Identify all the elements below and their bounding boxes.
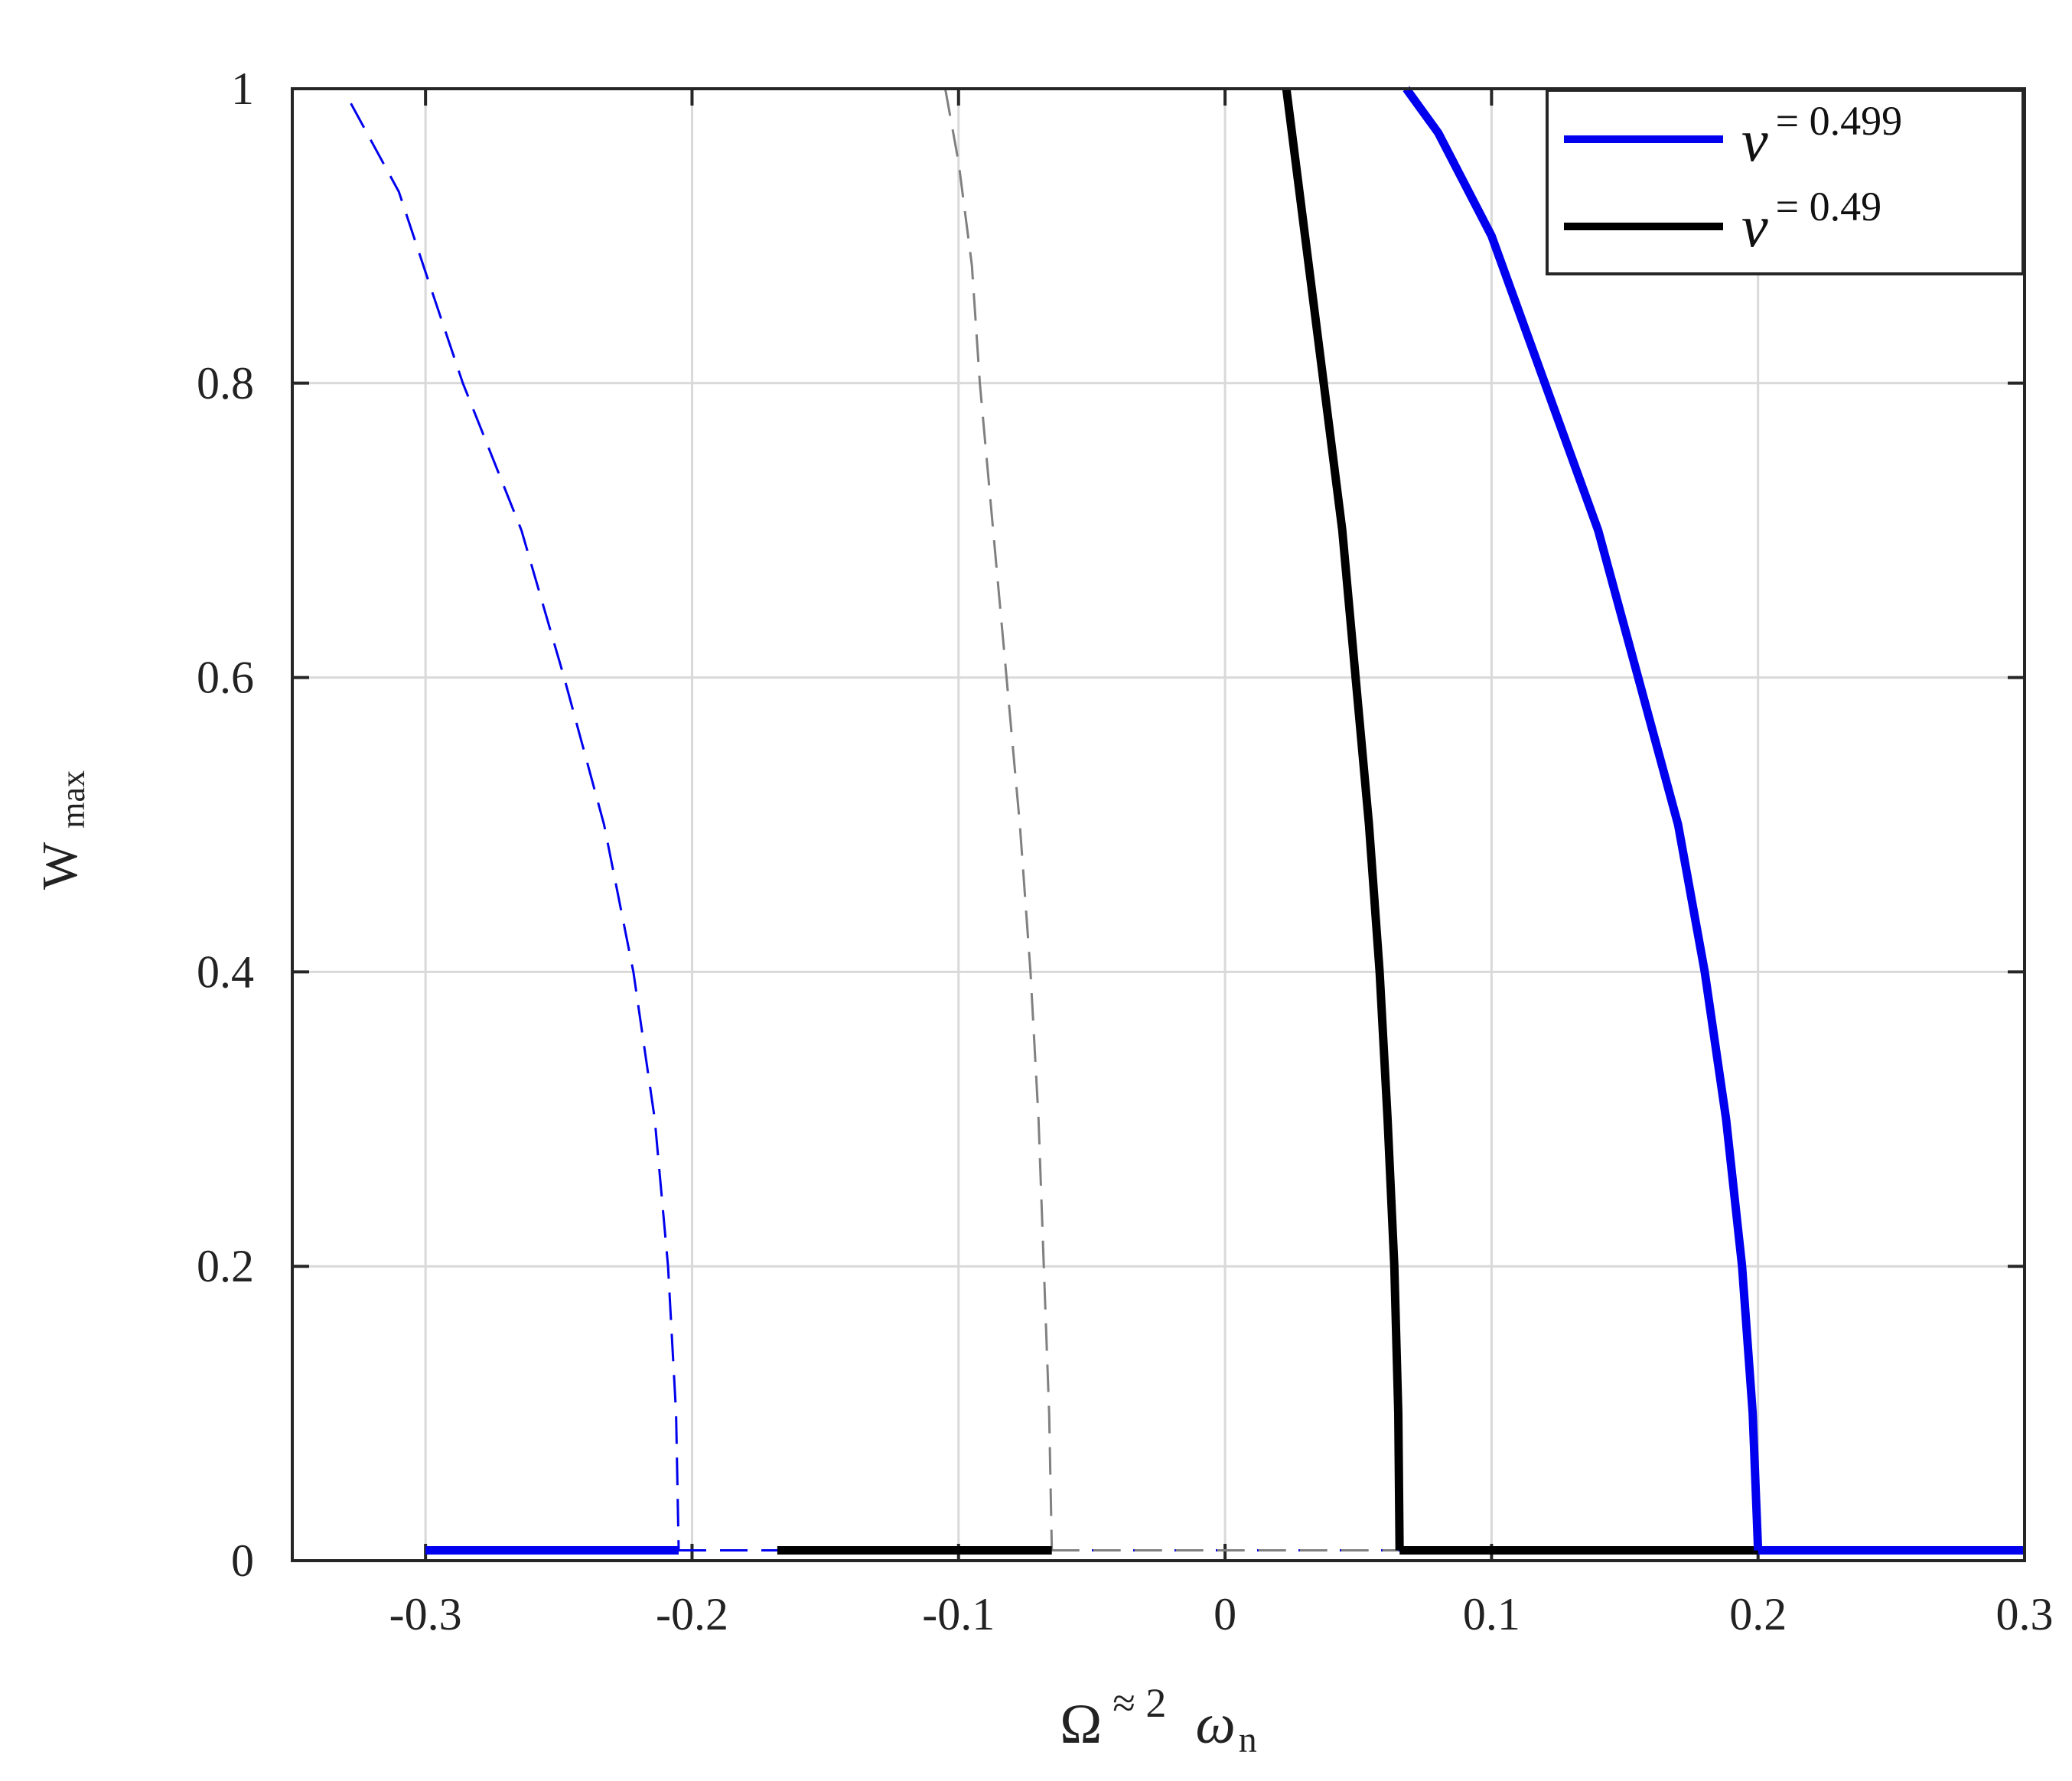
x-tick-label-4: 0.1 [1463, 1589, 1520, 1639]
series-3-segment-0 [943, 88, 1054, 1551]
y-tick-label-5: 1 [231, 63, 254, 114]
y-tick-label-1: 0.2 [197, 1241, 254, 1291]
legend-symbol-nu-0-49: ν [1741, 193, 1768, 259]
x-axis-label: Ω ≈ 2 ωn [1060, 1680, 1256, 1760]
x-axis-label-sub: n [1239, 1720, 1257, 1760]
series-0-segment-1 [1403, 86, 1763, 1551]
x-tick-label-5: 0.2 [1729, 1589, 1787, 1639]
x-axis-label-sup: ≈ 2 [1113, 1680, 1166, 1726]
series-1-segment-0 [350, 103, 680, 1551]
series-2-segment-1 [1282, 88, 1404, 1551]
y-tick-label-4: 0.8 [197, 358, 254, 409]
x-tick-label-3: 0 [1214, 1589, 1236, 1639]
y-tick-label-2: 0.4 [197, 946, 254, 997]
legend-label-nu-0-49: ν = 0.49 [1741, 184, 1881, 259]
x-tick-label-1: -0.2 [656, 1589, 728, 1639]
tick-labels: -0.3 -0.2 -0.1 0 0.1 0.2 0.3 0 0.2 0.4 0.6 0.8 1 [197, 63, 2054, 1639]
legend-box [1546, 89, 2025, 275]
legend: ν = 0.499 ν = 0.49 [1546, 89, 2025, 275]
y-axis-label-sub: max [54, 770, 92, 829]
legend-value-nu-0-49: = 0.49 [1776, 184, 1881, 230]
legend-symbol-nu-0-499: ν [1741, 107, 1768, 174]
x-tick-label-6: 0.3 [1996, 1589, 2054, 1639]
x-tick-label-2: -0.1 [922, 1589, 995, 1639]
y-axis-label-main: W [32, 842, 88, 890]
y-tick-label-3: 0.6 [197, 653, 254, 703]
x-tick-label-0: -0.3 [389, 1589, 462, 1639]
y-tick-label-0: 0 [231, 1535, 254, 1586]
x-axis-label-main: Ω [1060, 1693, 1102, 1756]
plot-frame [291, 87, 2026, 1562]
plot-area [292, 89, 2025, 1561]
x-axis-label-tail: ω [1195, 1693, 1235, 1756]
series-group [350, 86, 2025, 1555]
y-axis-label: Wmax [32, 770, 92, 890]
legend-label-nu-0-499: ν = 0.499 [1741, 98, 1902, 174]
legend-value-nu-0-499: = 0.499 [1776, 98, 1902, 144]
